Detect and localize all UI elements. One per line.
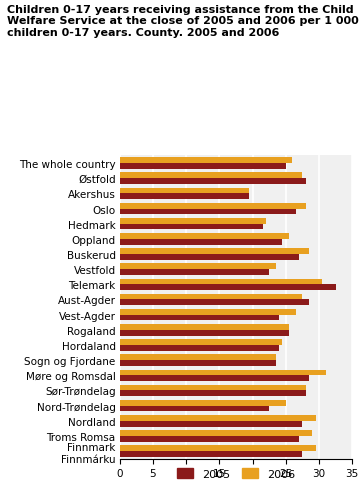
Bar (120, 264, 276, 270)
Bar (120, 451, 302, 457)
Bar (120, 315, 279, 321)
Bar (120, 430, 312, 436)
Bar (120, 203, 306, 209)
Bar (120, 355, 276, 361)
Bar (120, 194, 249, 200)
Bar (120, 415, 315, 421)
Bar (120, 234, 289, 240)
Bar (120, 346, 279, 351)
Bar (120, 224, 262, 230)
Bar (120, 164, 286, 169)
Bar (120, 294, 302, 300)
Bar (120, 270, 269, 275)
Bar (120, 340, 282, 346)
Bar (120, 436, 299, 442)
Bar (120, 406, 269, 411)
Bar (120, 325, 289, 330)
Bar (120, 330, 289, 336)
Bar (120, 309, 296, 315)
Legend: 2005, 2006: 2005, 2006 (172, 464, 299, 484)
Bar (120, 249, 309, 255)
Bar (120, 300, 309, 305)
Bar (120, 188, 249, 194)
Bar (120, 219, 266, 224)
Bar (120, 370, 326, 376)
Bar (120, 240, 282, 245)
Bar (120, 376, 309, 381)
Bar (120, 209, 296, 215)
Bar (120, 400, 286, 406)
Bar (120, 385, 306, 391)
Bar (120, 179, 306, 184)
Bar (120, 421, 302, 427)
Bar (120, 255, 299, 260)
Bar (120, 285, 335, 290)
Bar (120, 446, 315, 451)
Bar (120, 391, 306, 396)
Bar (120, 173, 302, 179)
Bar (120, 361, 276, 366)
Text: Children 0-17 years receiving assistance from the Child
Welfare Service at the c: Children 0-17 years receiving assistance… (7, 5, 359, 38)
Bar (120, 158, 292, 164)
Bar (120, 279, 322, 285)
